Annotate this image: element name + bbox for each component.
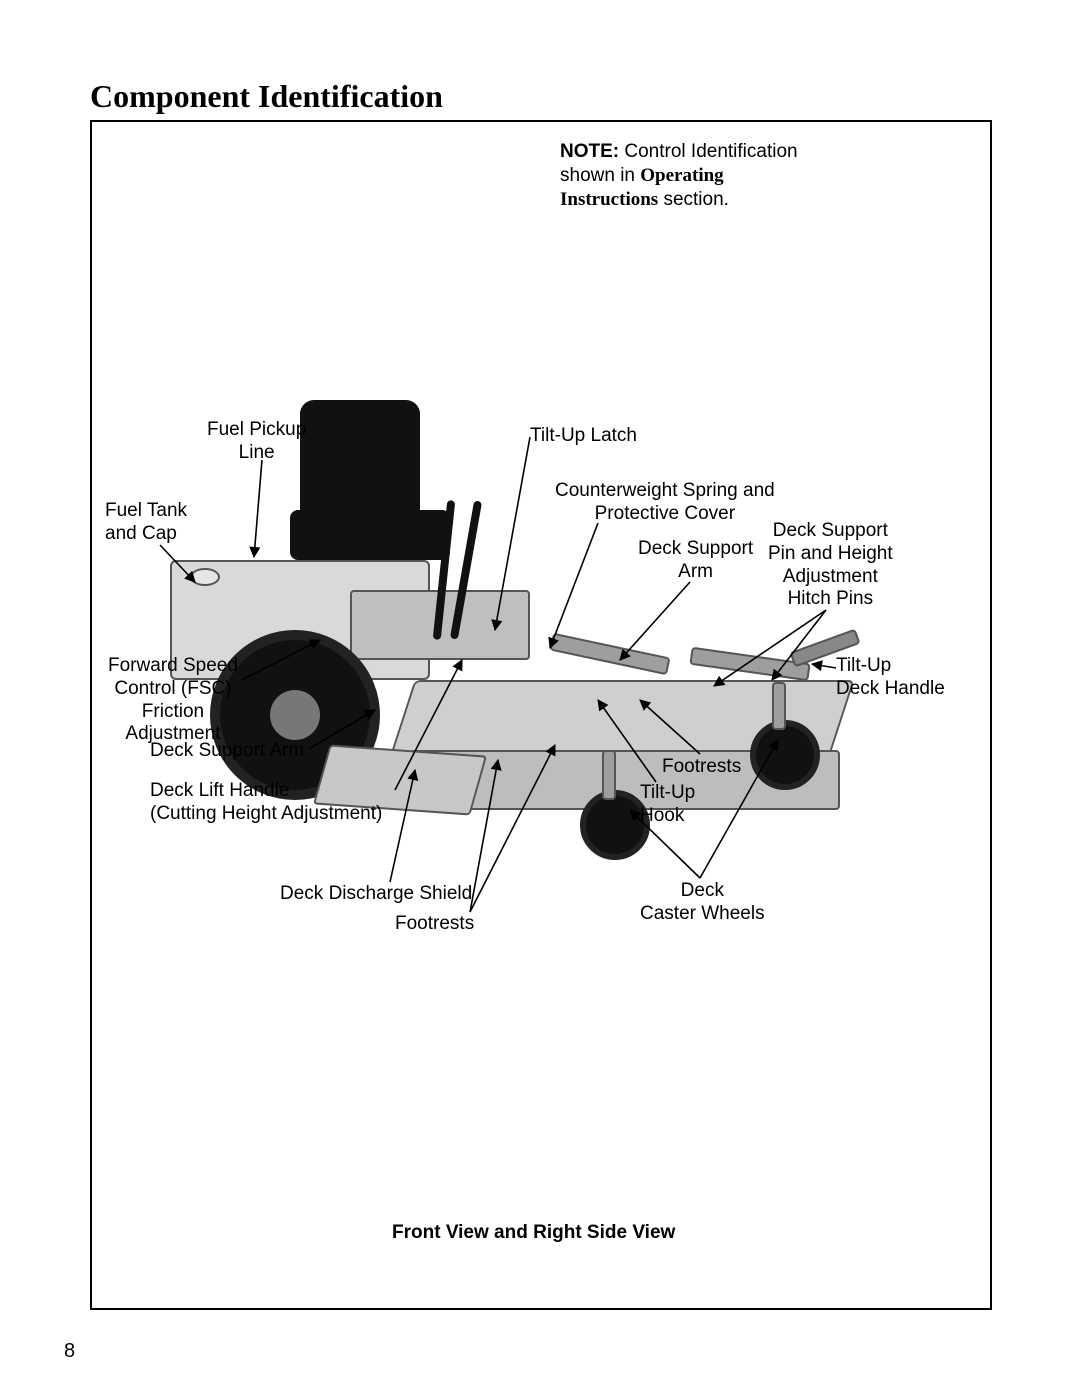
label-fuel-tank-cap: Fuel Tank and Cap	[105, 500, 187, 546]
label-tilt-up-deck-handle: Tilt-Up Deck Handle	[836, 655, 945, 701]
note-l2-bold: Operating	[640, 165, 723, 186]
label-footrests-right: Footrests	[662, 756, 741, 779]
note-line3: Instructions section.	[560, 188, 940, 212]
note-l2a: shown in	[560, 165, 640, 186]
note-block: NOTE: Control Identification shown in Op…	[560, 140, 940, 211]
manual-page: Component Identification NOTE: Control I…	[0, 0, 1080, 1397]
label-fsc-friction: Forward Speed Control (FSC) Friction Adj…	[108, 655, 238, 746]
note-l1-rest: Control Identification	[619, 141, 798, 162]
note-l3-rest: section.	[658, 189, 729, 210]
label-counterweight-spring: Counterweight Spring and Protective Cove…	[555, 480, 775, 526]
label-tilt-up-latch: Tilt-Up Latch	[530, 425, 637, 448]
label-deck-discharge-shield: Deck Discharge Shield	[280, 883, 472, 906]
note-line1: NOTE: Control Identification	[560, 140, 940, 164]
note-line2: shown in Operating	[560, 164, 940, 188]
figure-caption: Front View and Right Side View	[392, 1222, 675, 1244]
label-deck-support-arm-left: Deck Support Arm	[150, 740, 304, 763]
label-fuel-pickup-line: Fuel Pickup Line	[207, 419, 306, 465]
label-footrests-left: Footrests	[395, 913, 474, 936]
label-deck-caster-wheels: Deck Caster Wheels	[640, 880, 765, 926]
label-deck-support-pin: Deck Support Pin and Height Adjustment H…	[768, 520, 893, 611]
note-prefix: NOTE:	[560, 141, 619, 162]
label-deck-lift-handle: Deck Lift Handle (Cutting Height Adjustm…	[150, 780, 382, 826]
label-deck-support-arm-right: Deck Support Arm	[638, 538, 753, 584]
note-l3-bold: Instructions	[560, 189, 658, 210]
page-number: 8	[64, 1340, 75, 1363]
page-title: Component Identification	[90, 78, 443, 115]
label-tilt-up-hook: Tilt-Up Hook	[640, 782, 695, 828]
